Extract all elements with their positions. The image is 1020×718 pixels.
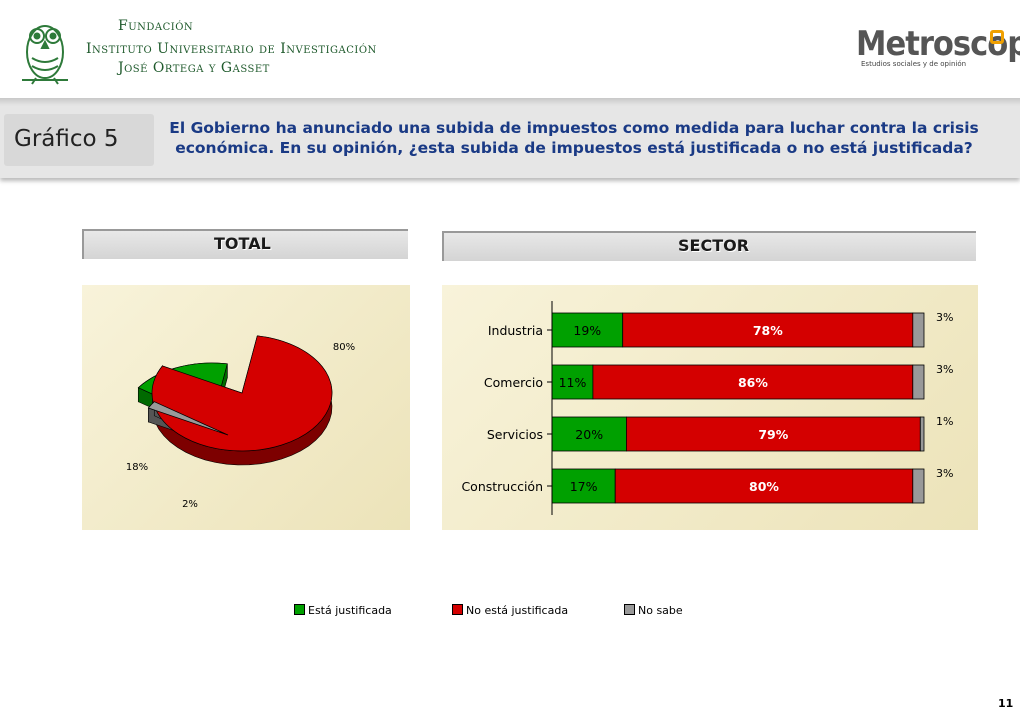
bar-value-label: 17%	[570, 479, 598, 494]
bar-value-label: 19%	[573, 323, 601, 338]
bar-value-label: 80%	[749, 479, 779, 494]
figure-label: Gráfico 5	[14, 126, 119, 152]
legend-swatch-red	[452, 604, 463, 615]
bar-segment	[912, 468, 925, 504]
chart-legend: Está justificada No está justificada No …	[294, 604, 714, 620]
bar-segment	[912, 364, 925, 400]
sector-section-header: SECTOR	[442, 231, 976, 261]
legend-item-justificada: Está justificada	[294, 604, 392, 617]
page-number: 11	[998, 697, 1014, 710]
bar-value-label: 3%	[936, 311, 953, 324]
bar-value-label: 86%	[738, 375, 768, 390]
total-pie-panel: 18% 80% 2%	[82, 285, 410, 530]
sector-section-title: SECTOR	[678, 236, 750, 255]
bar-segment	[614, 468, 914, 504]
bar-segment	[625, 416, 921, 452]
category-label: Comercio	[484, 375, 543, 390]
owl-logo-icon	[22, 25, 68, 85]
bar-segment	[592, 364, 914, 400]
bar-value-label: 11%	[559, 375, 587, 390]
legend-label: No está justificada	[466, 604, 569, 617]
legend-swatch-green	[294, 604, 305, 615]
bar-value-label: 78%	[753, 323, 783, 338]
brand-mark-icon	[990, 30, 1004, 44]
category-label: Industria	[488, 323, 543, 338]
pie-slice-1	[151, 335, 333, 452]
total-section-header: TOTAL	[82, 229, 408, 259]
bar-segment	[551, 416, 627, 452]
legend-item-no-justificada: No está justificada	[452, 604, 568, 617]
brand-tagline: Estudios sociales y de opinión	[861, 60, 967, 68]
pie-value-label-1: 80%	[333, 342, 355, 353]
foundation-name-line-2: Instituto Universitario de Investigación	[86, 41, 377, 57]
foundation-name-line-1: Fundación	[118, 18, 194, 34]
foundation-name-line-3: José Ortega y Gasset	[118, 60, 270, 76]
bar-value-label: 20%	[575, 427, 603, 442]
bar-segment	[622, 312, 914, 348]
legend-label: No sabe	[638, 604, 683, 617]
bar-value-label: 1%	[936, 415, 953, 428]
pie-value-label-0: 18%	[126, 462, 148, 473]
bar-segment	[919, 416, 925, 452]
metroscopia-logo: Metroscopia Estudios sociales y de opini…	[856, 24, 1020, 76]
pie-slice-2	[147, 401, 229, 436]
sector-bar-chart: Industria 19% 78% 3% Comercio 11% 86% 3% Servici…	[461, 301, 953, 515]
sector-bar-panel: Industria 19% 78% 3% Comercio 11% 86% 3% Servici…	[442, 285, 978, 530]
legend-label: Está justificada	[308, 604, 392, 617]
total-section-title: TOTAL	[214, 234, 271, 253]
banner-top-rule	[0, 98, 1020, 106]
total-pie-chart: 18% 80% 2%	[126, 335, 355, 510]
pie-value-label-2: 2%	[182, 499, 198, 510]
bar-value-label: 3%	[936, 363, 953, 376]
title-banner: Gráfico 5 El Gobierno ha anunciado una s…	[0, 106, 1020, 178]
figure-label-box	[4, 114, 154, 166]
category-label: Construcción	[461, 479, 543, 494]
legend-swatch-gray	[624, 604, 635, 615]
bar-segment	[551, 312, 624, 348]
legend-item-no-sabe: No sabe	[624, 604, 683, 617]
category-label: Servicios	[487, 427, 543, 442]
bar-value-label: 3%	[936, 467, 953, 480]
survey-question: El Gobierno ha anunciado una subida de i…	[169, 119, 979, 157]
bar-segment	[912, 312, 925, 348]
bar-value-label: 79%	[758, 427, 788, 442]
